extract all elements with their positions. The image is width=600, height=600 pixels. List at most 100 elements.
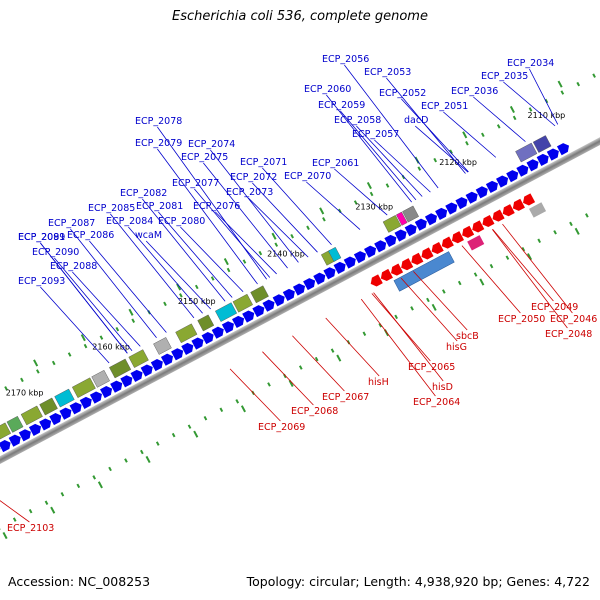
forward-gene-label[interactable]: ECP_2079 xyxy=(135,138,182,149)
forward-gene-label[interactable]: ECP_2060 xyxy=(304,84,351,95)
forward-gene-label[interactable]: wcaM xyxy=(135,230,162,241)
scale-tick-major xyxy=(33,359,39,367)
forward-gene-label[interactable]: ECP_2093 xyxy=(18,276,65,287)
reverse-gene-label[interactable]: ECP_2067 xyxy=(322,392,369,403)
forward-gene-arrow xyxy=(496,175,509,188)
gene-leader-line xyxy=(194,188,271,278)
scale-tick xyxy=(60,492,65,497)
forward-gene-label[interactable]: ECP_2058 xyxy=(334,115,381,126)
forward-gene-label[interactable]: ECP_2080 xyxy=(158,216,205,227)
reverse-gene-label[interactable]: ECP_2049 xyxy=(531,302,578,313)
forward-gene-label[interactable]: ECP_2052 xyxy=(379,88,426,99)
reverse-gene-label[interactable]: hisH xyxy=(368,377,389,388)
gene-leader-line xyxy=(158,211,233,298)
forward-gene-arrow xyxy=(110,380,123,393)
gene-leader-line xyxy=(89,240,167,333)
forward-gene-arrow xyxy=(150,359,163,372)
forward-gene-label[interactable]: ECP_2087 xyxy=(48,218,95,229)
gene-domain-block xyxy=(402,205,419,223)
forward-gene-label[interactable]: ECP_2074 xyxy=(188,139,235,150)
forward-gene-label[interactable]: ECP_2034 xyxy=(507,58,554,69)
forward-gene-arrow xyxy=(282,288,295,301)
forward-gene-label[interactable]: ECP_2071 xyxy=(240,157,287,168)
reverse-gene-label[interactable]: sbcB xyxy=(456,331,479,342)
forward-gene-label[interactable]: ECP_2035 xyxy=(481,71,528,82)
scale-tick xyxy=(210,276,215,281)
forward-gene-label[interactable]: dacD xyxy=(404,115,428,126)
scale-tick xyxy=(417,166,422,171)
reverse-gene-label[interactable]: ECP_2069 xyxy=(258,422,305,433)
gene-leader-line xyxy=(252,182,318,253)
forward-gene-label[interactable]: ECP_2085 xyxy=(88,203,135,214)
forward-gene-arrow xyxy=(140,364,153,377)
scale-tick xyxy=(385,183,390,188)
forward-gene-label[interactable]: ECP_2076 xyxy=(193,201,240,212)
gene-leader-line xyxy=(401,98,469,173)
forward-gene-label[interactable]: ECP_2089 xyxy=(18,232,65,243)
forward-gene-label[interactable]: ECP_2073 xyxy=(226,187,273,198)
gene-leader-line xyxy=(371,293,431,362)
forward-gene-arrow xyxy=(242,310,255,323)
gene-leader-line xyxy=(262,351,314,406)
gene-domain-block xyxy=(54,388,75,408)
reverse-gene-label[interactable]: hisG xyxy=(446,342,467,353)
forward-gene-label[interactable]: ECP_2059 xyxy=(318,100,365,111)
forward-gene-label[interactable]: ECP_2091 xyxy=(18,232,65,243)
forward-gene-arrow xyxy=(445,202,458,215)
reverse-gene-label[interactable]: ECP_2103 xyxy=(7,523,54,534)
forward-gene-label[interactable]: ECP_2078 xyxy=(135,116,182,127)
scale-tick xyxy=(353,200,358,205)
forward-gene-arrow xyxy=(536,153,549,167)
forward-gene-arrow xyxy=(120,375,133,388)
forward-gene-label[interactable]: ECP_2090 xyxy=(32,247,79,258)
forward-gene-label[interactable]: ECP_2036 xyxy=(451,86,498,97)
forward-gene-label[interactable]: ECP_2086 xyxy=(67,230,114,241)
scale-tick xyxy=(140,449,144,455)
forward-gene-label[interactable]: ECP_2077 xyxy=(172,178,219,189)
forward-gene-arrow xyxy=(0,440,11,453)
forward-gene-label[interactable]: ECP_2057 xyxy=(352,129,399,140)
forward-gene-label[interactable]: ECP_2082 xyxy=(120,188,167,199)
scale-tick xyxy=(569,221,573,227)
forward-gene-label[interactable]: ECP_2056 xyxy=(322,54,369,65)
forward-gene-arrow xyxy=(59,407,72,420)
forward-gene-arrow xyxy=(455,197,468,210)
scale-tick xyxy=(203,415,208,421)
reverse-gene-arrow xyxy=(472,220,485,233)
scale-tick xyxy=(171,432,176,438)
gene-leader-line xyxy=(40,286,110,364)
forward-gene-label[interactable]: ECP_2053 xyxy=(364,67,411,78)
gene-leader-line xyxy=(40,242,128,354)
forward-gene-arrow xyxy=(364,245,377,258)
reverse-gene-label[interactable]: ECP_2065 xyxy=(408,362,455,373)
scale-tick xyxy=(131,318,136,323)
reverse-gene-label[interactable]: ECP_2050 xyxy=(498,314,545,325)
forward-gene-label[interactable]: ECP_2072 xyxy=(230,172,277,183)
forward-gene-arrow xyxy=(100,386,113,399)
reverse-gene-arrow xyxy=(391,263,404,276)
gene-leader-line xyxy=(344,64,439,189)
forward-gene-label[interactable]: ECP_2084 xyxy=(106,216,153,227)
forward-gene-arrow xyxy=(232,315,245,328)
reverse-gene-label[interactable]: ECP_2046 xyxy=(550,314,597,325)
forward-gene-label[interactable]: ECP_2075 xyxy=(181,152,228,163)
reverse-gene-label[interactable]: ECP_2048 xyxy=(545,329,592,340)
reverse-gene-label[interactable]: ECP_2064 xyxy=(413,397,460,408)
scale-tick-major xyxy=(271,232,277,240)
forward-gene-label[interactable]: ECP_2081 xyxy=(136,201,183,212)
forward-gene-label[interactable]: ECP_2051 xyxy=(421,101,468,112)
forward-gene-label[interactable]: ECP_2088 xyxy=(50,261,97,272)
reverse-gene-label[interactable]: hisD xyxy=(432,382,453,393)
scale-tick-major xyxy=(80,334,86,342)
scale-tick xyxy=(410,306,414,311)
forward-gene-label[interactable]: ECP_2070 xyxy=(284,171,331,182)
gene-leader-line xyxy=(203,162,288,269)
scale-tick xyxy=(426,297,430,303)
reverse-gene-label[interactable]: ECP_2068 xyxy=(291,406,338,417)
gene-leader-line xyxy=(180,226,244,293)
scale-tick xyxy=(481,132,485,138)
forward-gene-label[interactable]: ECP_2061 xyxy=(312,158,359,169)
gene-domain-block xyxy=(382,215,402,233)
scale-tick xyxy=(314,356,319,362)
gene-domain-block xyxy=(0,422,12,444)
